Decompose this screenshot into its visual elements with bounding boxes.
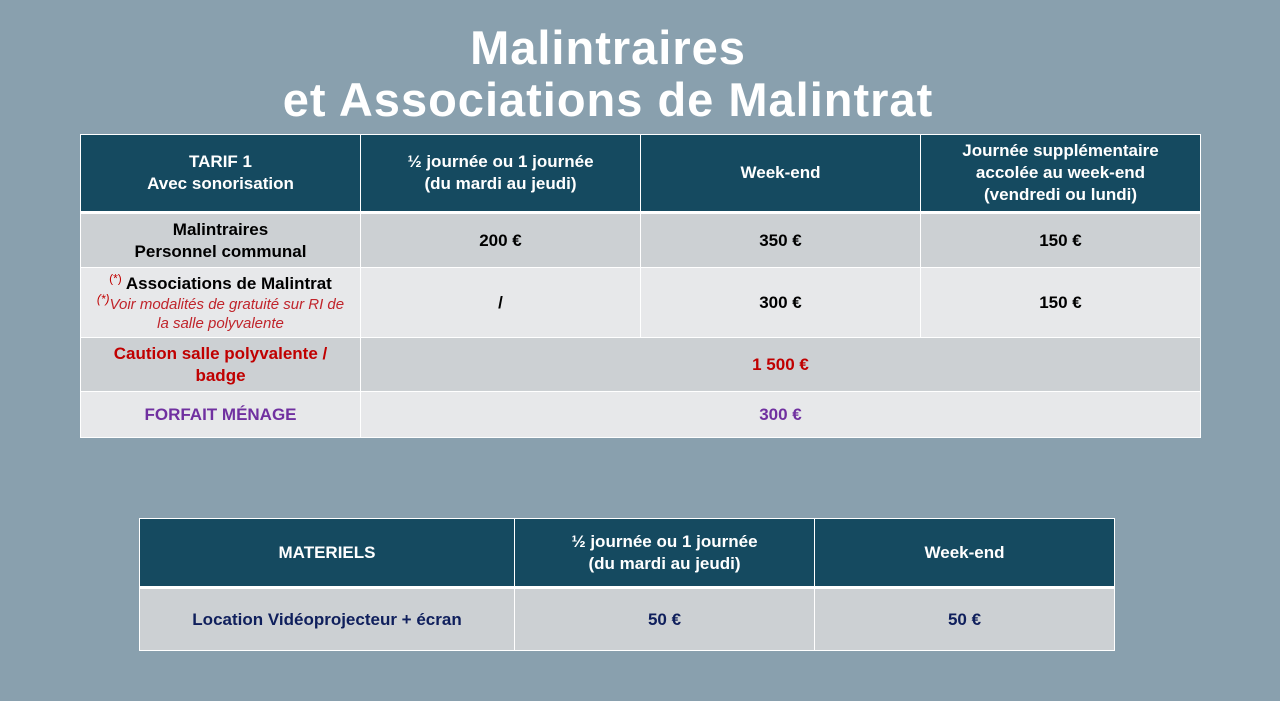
header-tarif-line2: Avec sonorisation	[147, 174, 294, 193]
table-row: Location Vidéoprojecteur + écran 50 € 50…	[139, 587, 1115, 651]
header-weekend: Week-end	[814, 518, 1115, 588]
header-extra-day-line1: Journée supplémentaire	[962, 141, 1159, 160]
caution-value: 1 500 €	[360, 337, 1201, 392]
row-label-text: Associations de Malintrat	[125, 273, 332, 293]
row-label-line2: Personnel communal	[134, 241, 307, 261]
header-materiels: MATERIELS	[139, 518, 515, 588]
header-tarif-line1: TARIF 1	[189, 152, 252, 171]
price-extra-day: 150 €	[920, 212, 1201, 268]
materiel-label: Location Vidéoprojecteur + écran	[139, 587, 515, 651]
header-half-day-line2: (du mardi au jeudi)	[424, 174, 577, 193]
menage-row: FORFAIT MÉNAGE 300 €	[80, 391, 1201, 438]
price-extra-day: 150 €	[920, 267, 1201, 338]
header-half-day-line1: ½ journée ou 1 journée	[571, 531, 758, 551]
tarif-header-row: TARIF 1 Avec sonorisation ½ journée ou 1…	[80, 134, 1201, 213]
title-line-1: Malintraires	[470, 21, 746, 74]
price-weekend: 350 €	[640, 212, 921, 268]
caution-label-line2: badge	[195, 365, 246, 385]
table-row: Malintraires Personnel communal 200 € 35…	[80, 212, 1201, 268]
note-marker: (*)	[96, 291, 110, 306]
price-weekend: 300 €	[640, 267, 921, 338]
header-half-day: ½ journée ou 1 journée (du mardi au jeud…	[360, 134, 641, 213]
caution-label: Caution salle polyvalente / badge	[80, 337, 361, 392]
header-half-day: ½ journée ou 1 journée (du mardi au jeud…	[514, 518, 815, 588]
page-title: Malintraires et Associations de Malintra…	[0, 22, 1216, 126]
row-label-malintraires: Malintraires Personnel communal	[80, 212, 361, 268]
note-line2: la salle polyvalente	[157, 314, 284, 332]
header-half-day-line2: (du mardi au jeudi)	[588, 553, 741, 573]
row-label-line1: Malintraires	[172, 219, 269, 239]
asterisk-marker: (*)	[109, 270, 122, 285]
gratuite-note: (*)Voir modalités de gratuité sur RI de l…	[87, 291, 354, 333]
price-half-day: /	[360, 267, 641, 338]
materiel-header-row: MATERIELS ½ journée ou 1 journée (du mar…	[139, 518, 1115, 588]
tarif-table: TARIF 1 Avec sonorisation ½ journée ou 1…	[80, 134, 1201, 438]
header-half-day-line1: ½ journée ou 1 journée	[407, 152, 594, 171]
menage-label: FORFAIT MÉNAGE	[80, 391, 361, 438]
materiel-table: MATERIELS ½ journée ou 1 journée (du mar…	[139, 518, 1115, 651]
header-weekend: Week-end	[640, 134, 921, 213]
header-extra-day-line2: accolée au week-end	[975, 163, 1146, 182]
note-line1: Voir modalités de gratuité sur RI de	[109, 295, 345, 313]
title-line-2: et Associations de Malintrat	[282, 73, 934, 126]
table-row: (*) Associations de Malintrat (*)Voir mo…	[80, 267, 1201, 338]
materiel-price-weekend: 50 €	[814, 587, 1115, 651]
materiel-price-half-day: 50 €	[514, 587, 815, 651]
price-half-day: 200 €	[360, 212, 641, 268]
caution-row: Caution salle polyvalente / badge 1 500 …	[80, 337, 1201, 392]
header-extra-day-line3: (vendredi ou lundi)	[984, 185, 1137, 204]
header-tarif: TARIF 1 Avec sonorisation	[80, 134, 361, 213]
menage-value: 300 €	[360, 391, 1201, 438]
caution-label-line1: Caution salle polyvalente /	[113, 343, 328, 363]
row-label-associations: (*) Associations de Malintrat (*)Voir mo…	[80, 267, 361, 338]
header-extra-day: Journée supplémentaire accolée au week-e…	[920, 134, 1201, 213]
